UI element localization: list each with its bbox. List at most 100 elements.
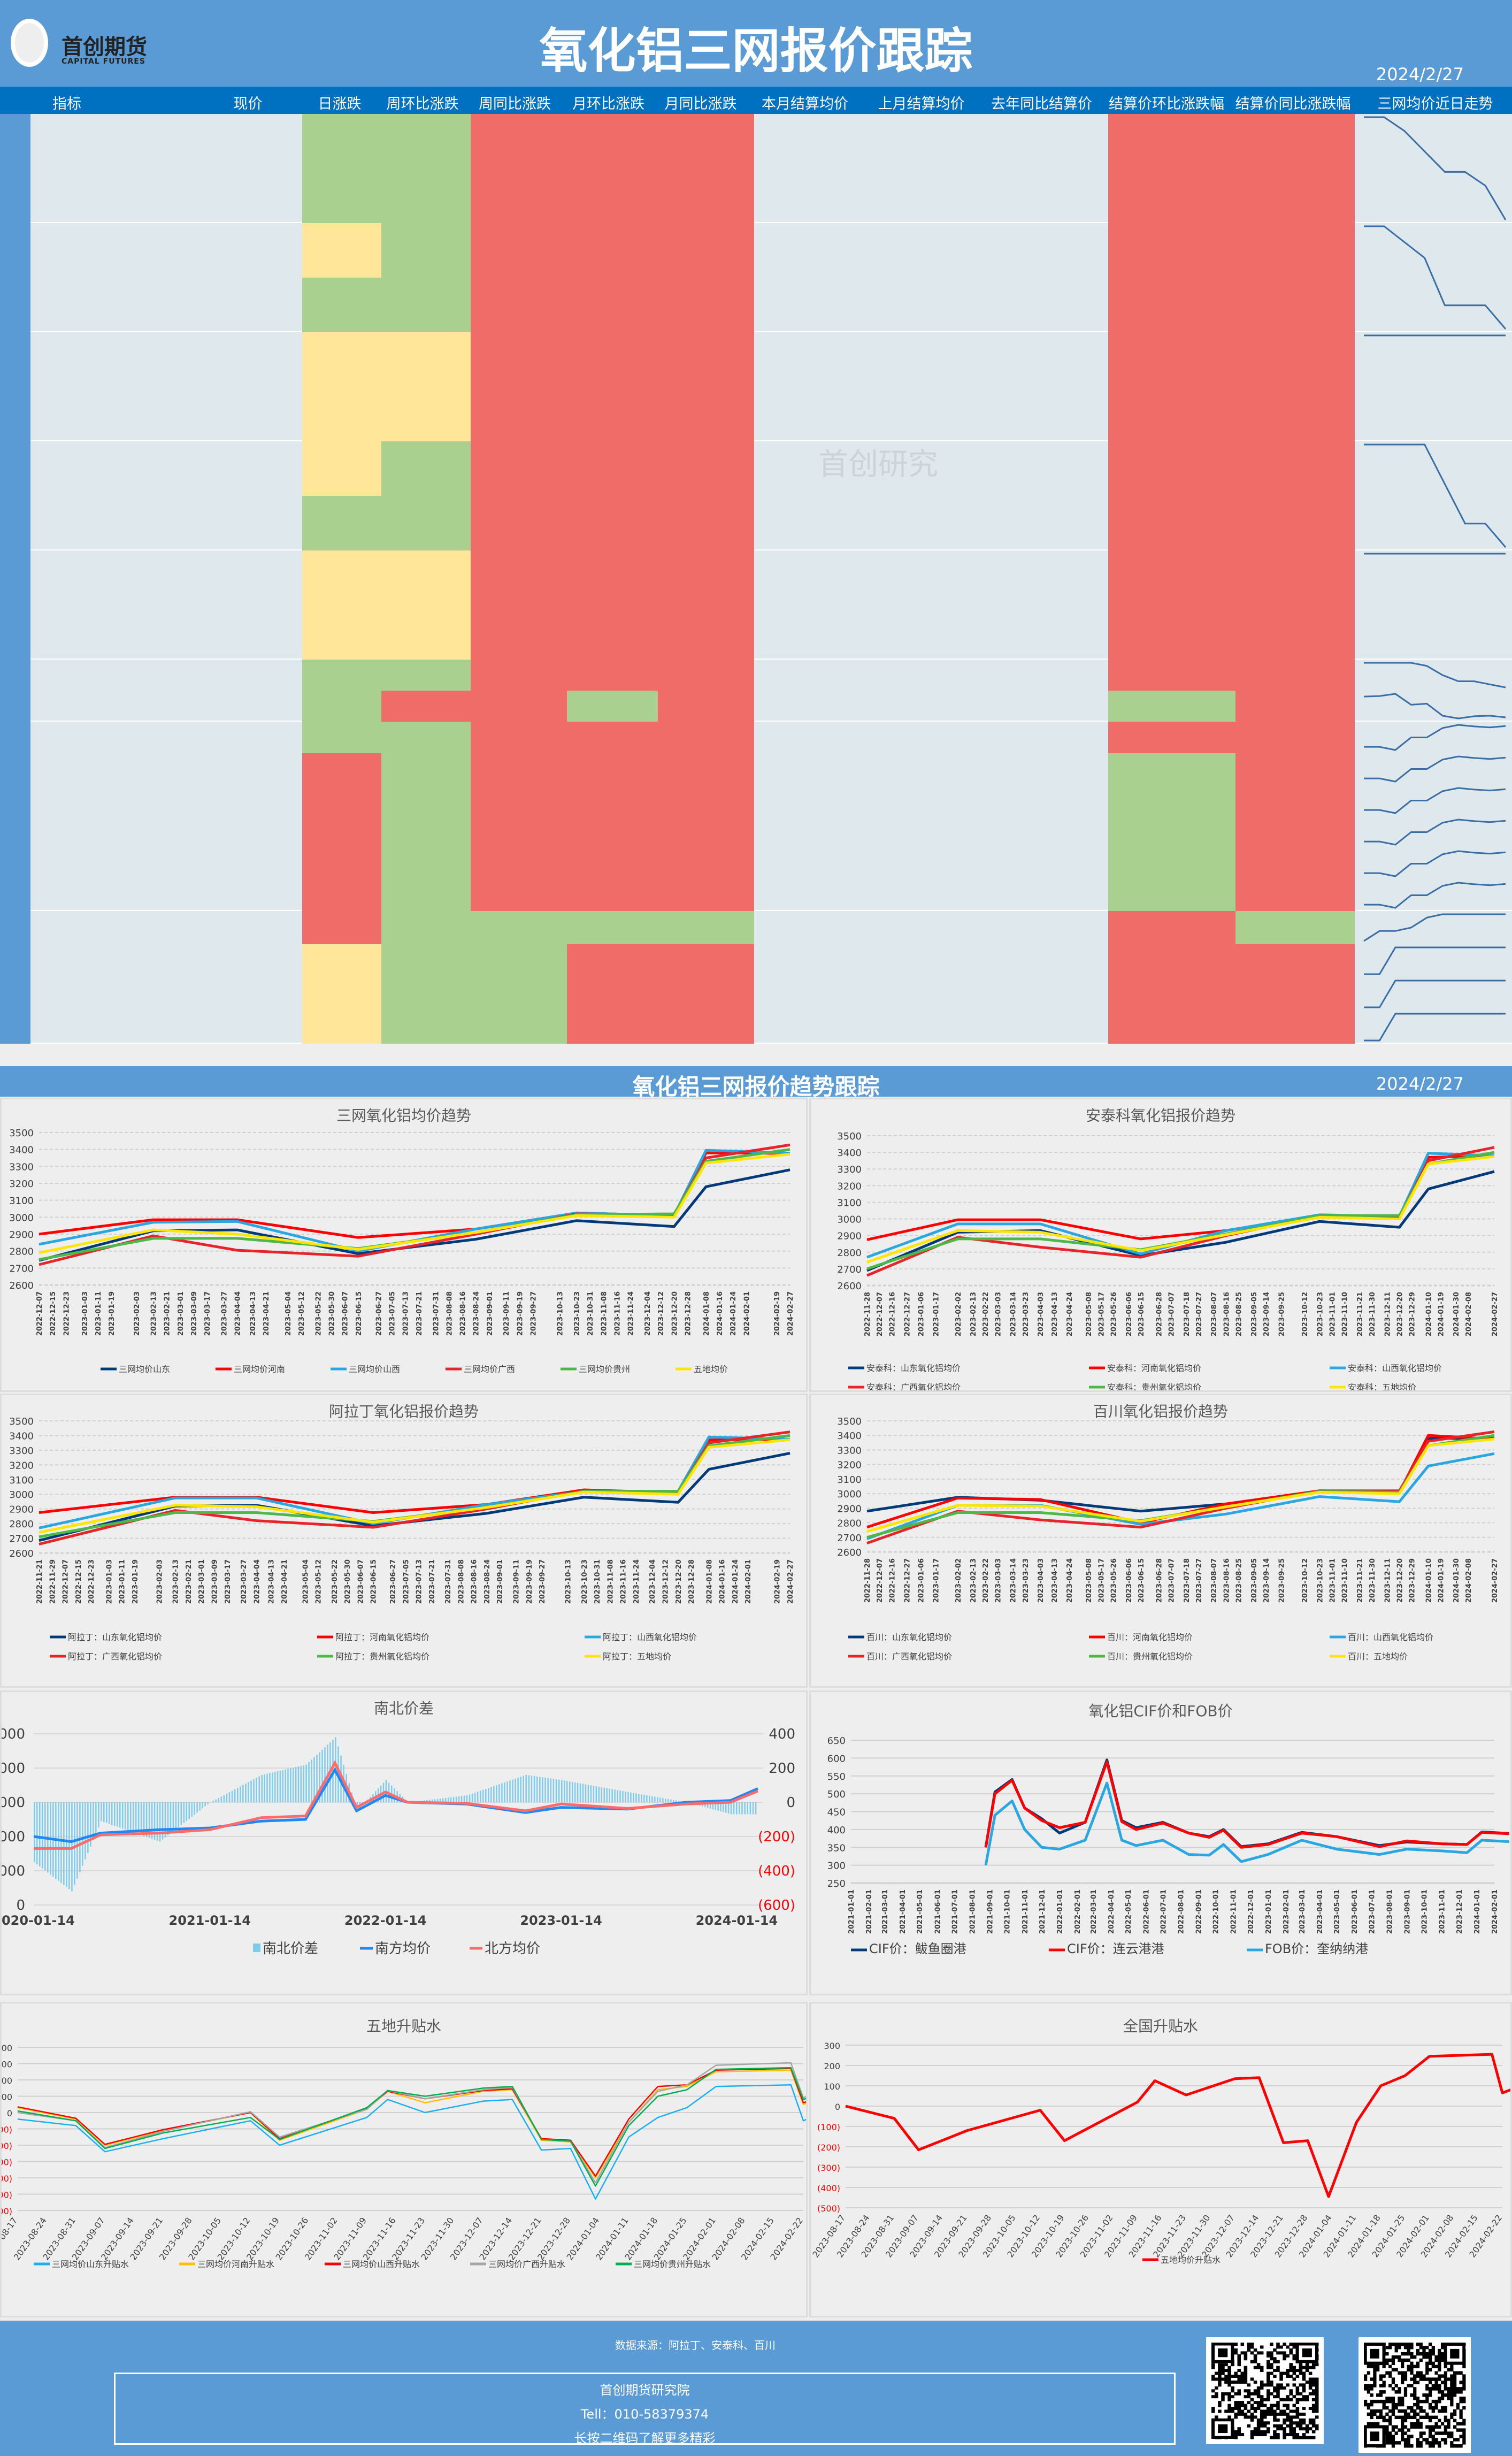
spread-bar (460, 1796, 463, 1802)
qr-module (1305, 2427, 1309, 2431)
spread-bar (253, 1779, 255, 1802)
spread-bar (633, 1793, 634, 1802)
qr-module (1407, 2352, 1410, 2356)
spread-bar (752, 1802, 754, 1815)
cell-bg (567, 114, 658, 141)
y-tick-label: (400) (817, 2183, 840, 2193)
cell-bg (1235, 469, 1355, 496)
cell-bg (1108, 605, 1235, 632)
spread-bar (300, 1765, 302, 1802)
qr-module (1440, 2390, 1445, 2394)
x-tick-label: 2023-05-12 (315, 1559, 323, 1604)
qr-module (1234, 2407, 1238, 2410)
x-tick-label: 2023-08-16 (1223, 1292, 1231, 1336)
cell-bg (1235, 816, 1355, 848)
x-tick-label: 2023-08-24 (483, 1559, 492, 1604)
spread-bar (496, 1785, 497, 1802)
qr-code-1[interactable] (1206, 2337, 1324, 2444)
qr-module (1431, 2409, 1435, 2413)
chart-sanwang-avg: 三网氧化铝均价趋势2600270028002900300031003200330… (9, 1107, 795, 1374)
cell-bg (381, 578, 471, 605)
cell-bg (1108, 387, 1235, 414)
qr-module (1244, 2375, 1248, 2378)
qr-module (1286, 2354, 1290, 2358)
qr-module (1292, 2369, 1296, 2373)
cell-bg (1235, 414, 1355, 441)
x-tick-label: 2024-02-01 (745, 1559, 753, 1604)
qr-code-2[interactable] (1359, 2337, 1471, 2453)
trend-section-title: 氧化铝三网报价趋势跟踪 (632, 1074, 880, 1100)
x-tick-label: 2023-06-27 (375, 1291, 383, 1336)
qr-module (1234, 2404, 1238, 2407)
x-tick-label: 2024-02-27 (1491, 1292, 1499, 1336)
x-tick-label: 2024-01-01 (1473, 1889, 1482, 1934)
qr-module (1450, 2431, 1454, 2435)
x-tick-label: 2023-12-04 (644, 1291, 652, 1336)
spread-bar (479, 1791, 481, 1802)
spread-bar (509, 1780, 511, 1802)
qr-module (1289, 2363, 1293, 2367)
qr-module (1244, 2354, 1248, 2358)
qr-module (1394, 2403, 1398, 2407)
qr-module (1385, 2441, 1389, 2445)
qr-module (1453, 2377, 1457, 2381)
qr-module (1263, 2415, 1267, 2419)
qr-module (1279, 2398, 1283, 2401)
qr-module (1299, 2436, 1303, 2439)
x-tick-label: 2023-10-13 (565, 1559, 573, 1604)
cell-bg (1235, 977, 1355, 1011)
qr-module (1444, 2387, 1447, 2391)
x-tick-label: 2024-02-08 (1465, 1558, 1473, 1603)
chart-panel-national-basis: 全国升贴水 300 200 100 0 (100) (200) (300) (400) (500)… (809, 2002, 1512, 2317)
qr-module (1434, 2415, 1438, 2420)
sparkline-group (1364, 443, 1507, 548)
x-tick-label: 2024-01-16 (719, 1559, 727, 1604)
qr-module (1425, 2355, 1429, 2359)
qr-module (1237, 2401, 1241, 2405)
cell-bg (658, 722, 754, 753)
spread-bar (431, 1799, 433, 1802)
chart-title: 全国升贴水 (1123, 2017, 1198, 2035)
qr-module (1267, 2380, 1270, 2384)
qr-module (1370, 2377, 1373, 2381)
y-tick-label: 2600 (837, 1547, 862, 1558)
column-header: 周同比涨跌 (479, 96, 551, 112)
qr-module (1286, 2383, 1290, 2387)
qr-module (1283, 2421, 1286, 2425)
qr-module (1286, 2375, 1290, 2378)
qr-module (1237, 2409, 1241, 2413)
qr-module (1450, 2435, 1454, 2438)
qr-module (1379, 2412, 1383, 2416)
cell-bg (1235, 879, 1355, 911)
cell-bg (1235, 848, 1355, 879)
x-tick-label: 2023-03-27 (221, 1291, 229, 1336)
qr-module (1425, 2384, 1429, 2388)
x-tick-label: 2023-06-15 (370, 1559, 378, 1604)
cell-bg (658, 632, 754, 660)
qr-module (1382, 2374, 1386, 2378)
spread-bar (212, 1801, 214, 1802)
cell-bg (381, 848, 471, 879)
y-tick-label: 100 (2, 2092, 12, 2102)
qr-module (1237, 2357, 1241, 2361)
qr-module (1308, 2418, 1313, 2422)
x-tick-label: 2023-07-31 (432, 1291, 440, 1336)
qr-module (1276, 2401, 1280, 2405)
spread-bar (434, 1799, 436, 1802)
qr-module (1292, 2404, 1296, 2407)
qr-module (1302, 2412, 1306, 2416)
qr-module (1391, 2396, 1395, 2400)
x-tick-label: 2023-09-19 (516, 1291, 524, 1336)
qr-module (1215, 2415, 1218, 2419)
cell-bg (302, 848, 381, 879)
qr-module (1385, 2428, 1389, 2432)
spread-bar (261, 1774, 263, 1802)
cell-bg (567, 944, 658, 977)
y-tick-label: 0 (16, 1898, 25, 1914)
qr-module (1364, 2377, 1368, 2381)
qr-module (1373, 2399, 1377, 2404)
x-tick-label: 2023-06-07 (357, 1559, 365, 1604)
qr-module (1276, 2386, 1280, 2390)
qr-module (1215, 2392, 1218, 2396)
chart-title: 三网氧化铝均价趋势 (336, 1107, 471, 1124)
